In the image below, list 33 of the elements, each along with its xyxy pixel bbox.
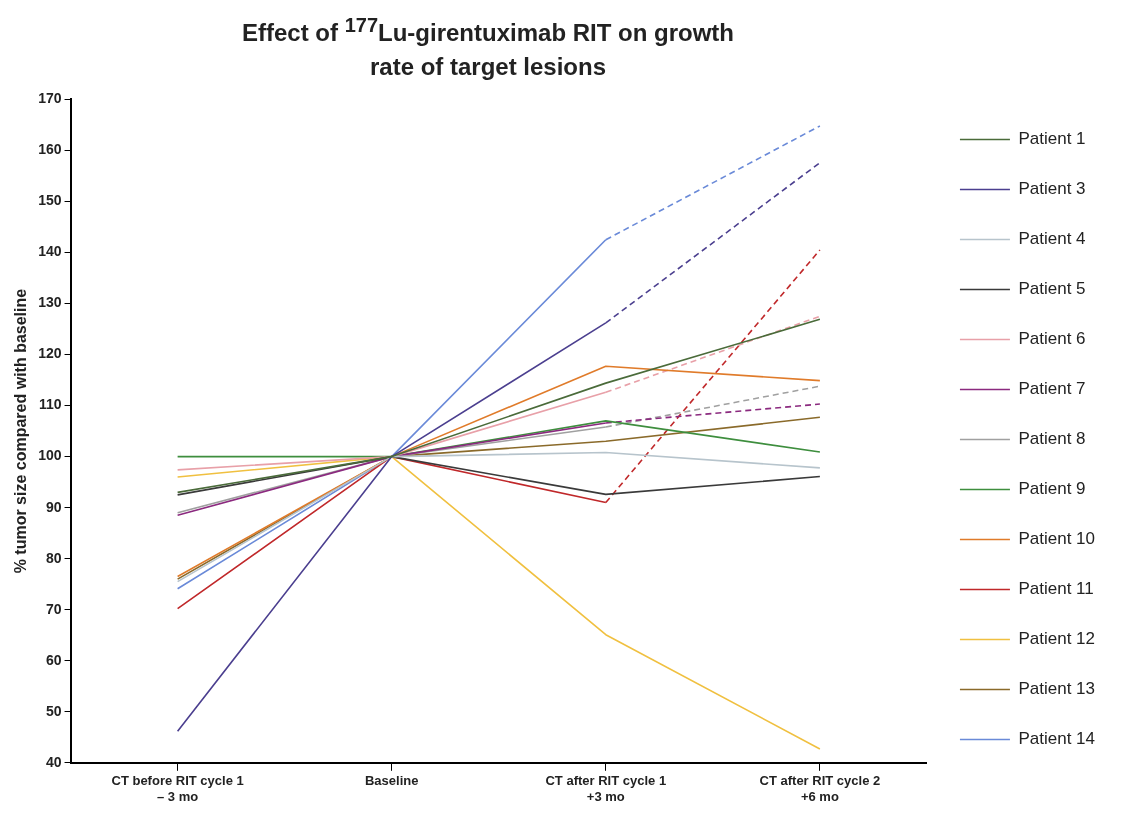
legend-label: Patient 9 (1018, 479, 1086, 499)
y-tick-label: 110 (38, 396, 62, 413)
y-tick-label: 140 (38, 243, 62, 260)
y-tick-label: 160 (38, 141, 62, 158)
y-tick-label: 120 (38, 345, 62, 362)
x-tick-label: CT after RIT cycle 2 +6 mo (759, 773, 881, 804)
y-tick-label: 60 (45, 651, 62, 668)
legend-label: Patient 3 (1018, 179, 1086, 199)
y-tick-label: 70 (45, 600, 62, 617)
legend-label: Patient 4 (1018, 229, 1086, 249)
y-tick-label: 80 (45, 549, 62, 566)
legend-label: Patient 1 (1018, 129, 1086, 149)
y-tick-label: 90 (45, 498, 62, 515)
y-tick-label: 150 (38, 192, 62, 209)
legend-label: Patient 7 (1018, 379, 1086, 399)
legend-label: Patient 14 (1018, 729, 1095, 749)
chart-title: Effect of $^{177}$Lu-girentuximab RIT on growth rate of target lesions (241, 13, 735, 82)
legend-label: Patient 6 (1018, 329, 1086, 349)
legend-label: Patient 11 (1018, 579, 1094, 599)
y-axis-title: % tumor size compared with baseline (12, 288, 30, 574)
y-tick-label: 40 (45, 753, 62, 770)
x-tick-label: Baseline (364, 773, 419, 789)
y-tick-label: 100 (38, 447, 62, 464)
legend-label: Patient 8 (1018, 429, 1086, 449)
legend-label: Patient 12 (1018, 629, 1095, 649)
y-tick-label: 170 (38, 90, 62, 107)
legend-label: Patient 10 (1018, 529, 1095, 549)
legend-label: Patient 5 (1018, 279, 1086, 299)
legend-label: Patient 13 (1018, 679, 1095, 699)
y-tick-label: 50 (45, 702, 62, 719)
x-tick-label: CT before RIT cycle 1 – 3 mo (111, 773, 244, 804)
x-tick-label: CT after RIT cycle 1 +3 mo (545, 773, 667, 804)
y-tick-label: 130 (38, 294, 62, 311)
